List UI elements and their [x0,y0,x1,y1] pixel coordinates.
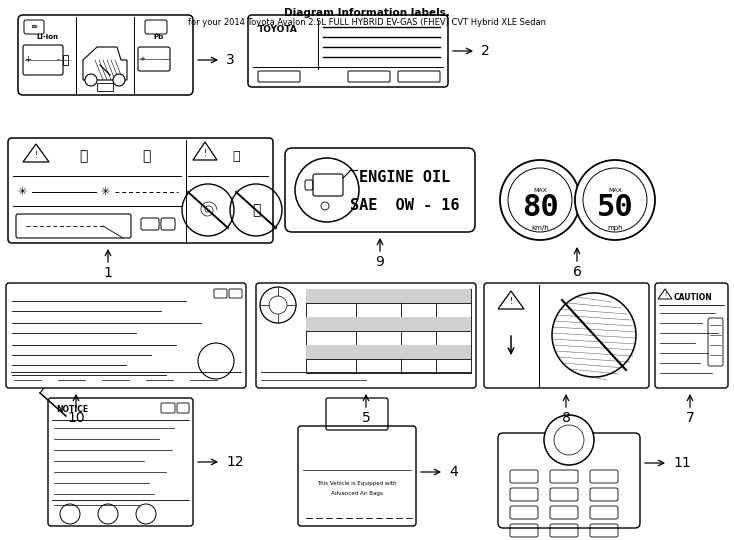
Text: Pb: Pb [153,34,163,40]
Text: ≡: ≡ [31,23,37,31]
Text: Diagram Information labels.: Diagram Information labels. [284,8,450,18]
Text: TOYOTA: TOYOTA [258,24,298,33]
Text: +: + [139,56,145,62]
Text: 1: 1 [103,266,112,280]
Text: !: ! [34,151,37,159]
Text: 2: 2 [481,44,490,58]
Text: NOTICE: NOTICE [56,406,88,415]
Text: 12: 12 [226,455,244,469]
Bar [306,289,471,303]
Text: ✳: ✳ [101,187,109,197]
Text: 🔥: 🔥 [252,203,260,217]
Text: 🔥: 🔥 [79,149,87,163]
Text: !: ! [664,293,666,298]
Circle shape [544,415,594,465]
Text: CAUTION: CAUTION [674,293,713,301]
Text: 8: 8 [562,411,570,425]
Text: 9: 9 [376,255,385,269]
Text: 5: 5 [362,411,371,425]
Text: -: - [164,56,167,62]
Text: 80: 80 [522,193,559,222]
Text: 6: 6 [573,265,581,279]
Text: -: - [57,56,59,64]
Text: mph: mph [607,225,623,231]
Bar [306,345,471,359]
Text: for your 2014 Toyota Avalon 2.5L FULL HYBRID EV-GAS (FHEV) CVT Hybrid XLE Sedan: for your 2014 Toyota Avalon 2.5L FULL HY… [188,18,546,27]
Text: 50: 50 [597,193,633,222]
Text: !: ! [203,148,207,158]
Circle shape [500,160,580,240]
Text: This Vehicle is Equipped with: This Vehicle is Equipped with [317,481,397,485]
Text: SAE  OW - 16: SAE OW - 16 [350,199,459,213]
Text: ✳: ✳ [18,187,26,197]
Text: 📖: 📖 [232,150,240,163]
Bar [97,83,113,91]
Text: MAX: MAX [533,187,547,192]
Text: 10: 10 [68,411,85,425]
Text: 4: 4 [449,465,458,479]
Text: Advanced Air Bags: Advanced Air Bags [331,490,383,496]
Text: 7: 7 [686,411,694,425]
Text: 11: 11 [673,456,691,470]
Text: km/h: km/h [531,225,549,231]
Circle shape [575,160,655,240]
Circle shape [552,293,636,377]
Text: +: + [24,56,32,64]
Text: MAX: MAX [608,187,622,192]
Circle shape [113,74,125,86]
Text: ENGINE OIL: ENGINE OIL [360,171,451,186]
Circle shape [85,74,97,86]
Bar [63,55,68,65]
Text: !: ! [509,298,512,307]
Bar [306,317,471,331]
Text: 3: 3 [226,53,235,67]
Text: 🧍: 🧍 [142,149,150,163]
Text: Li-Ion: Li-Ion [36,34,58,40]
